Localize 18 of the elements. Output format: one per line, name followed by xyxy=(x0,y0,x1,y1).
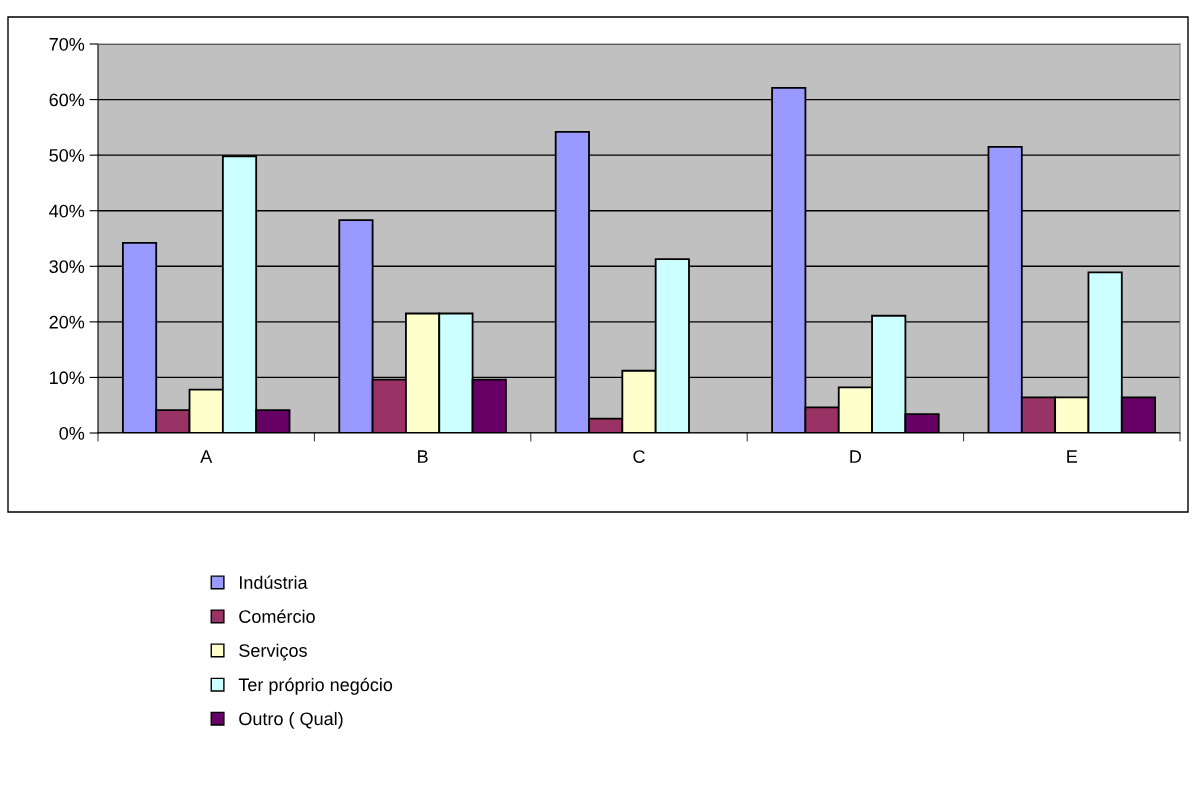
legend-label: Comércio xyxy=(239,609,315,623)
y-tick-label: 0% xyxy=(59,426,85,440)
legend-label: Outro ( Qual) xyxy=(239,711,343,729)
y-tick-label: 50% xyxy=(49,149,85,162)
x-tick-label: E xyxy=(1067,450,1078,463)
y-tick-label: 10% xyxy=(50,371,85,385)
legend-label: Ter próprio negócio xyxy=(238,677,393,695)
legend-label: Indústria xyxy=(240,575,308,589)
x-tick-label: A xyxy=(200,450,213,463)
x-tick-label: B xyxy=(418,450,428,463)
y-tick-label: 60% xyxy=(49,93,85,107)
y-tick-label: 20% xyxy=(49,315,85,329)
x-tick-label: D xyxy=(850,450,862,463)
x-tick-label: C xyxy=(633,450,645,463)
legend-label: Serviços xyxy=(239,643,307,661)
y-tick-label: 30% xyxy=(49,260,85,274)
y-tick-label: 70% xyxy=(49,37,85,51)
y-tick-label: 40% xyxy=(49,204,85,218)
